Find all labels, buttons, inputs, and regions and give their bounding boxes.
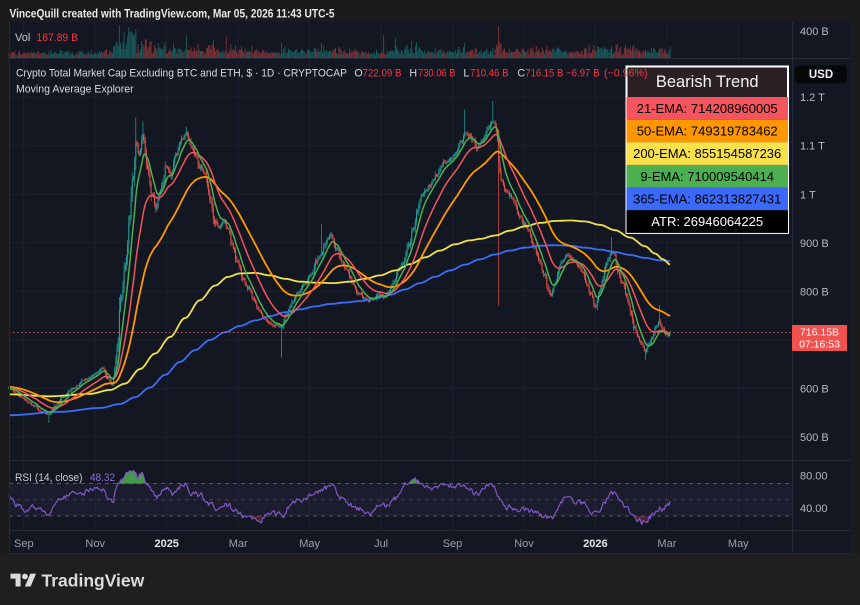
svg-text:ATR: 26946064225: ATR: 26946064225 <box>651 214 763 229</box>
svg-text:Jul: Jul <box>374 538 388 550</box>
svg-text:May: May <box>728 538 749 550</box>
svg-text:200-EMA: 855154587236: 200-EMA: 855154587236 <box>633 146 781 161</box>
svg-text:600 B: 600 B <box>800 384 829 396</box>
svg-text:USD: USD <box>809 69 833 81</box>
svg-text:Moving Average Explorer: Moving Average Explorer <box>16 84 134 96</box>
svg-text:1.1 T: 1.1 T <box>800 141 825 153</box>
svg-text:9-EMA: 710009540414: 9-EMA: 710009540414 <box>640 169 774 184</box>
svg-text:07:16:53: 07:16:53 <box>799 339 840 351</box>
svg-text:Nov: Nov <box>514 538 534 550</box>
svg-text:21-EMA: 714208960005: 21-EMA: 714208960005 <box>637 101 778 116</box>
svg-text:Sep: Sep <box>14 538 34 550</box>
svg-text:365-EMA: 862313827431: 365-EMA: 862313827431 <box>633 191 781 206</box>
svg-text:Bearish Trend: Bearish Trend <box>656 73 759 91</box>
svg-text:50-EMA: 749319783462: 50-EMA: 749319783462 <box>637 124 778 139</box>
svg-text:TradingView: TradingView <box>42 571 145 591</box>
svg-text:40.00: 40.00 <box>800 503 828 515</box>
svg-text:May: May <box>299 538 320 550</box>
svg-text:Mar: Mar <box>229 538 248 550</box>
svg-text:1 T: 1 T <box>800 189 816 201</box>
svg-text:1.2 T: 1.2 T <box>800 92 825 104</box>
svg-text:Crypto Total Market Cap Exclud: Crypto Total Market Cap Excluding BTC an… <box>16 68 648 80</box>
svg-text:2026: 2026 <box>583 538 607 550</box>
svg-text:VinceQuill created with Tradin: VinceQuill created with TradingView.com,… <box>10 7 335 21</box>
svg-text:80.00: 80.00 <box>800 470 828 482</box>
svg-text:Mar: Mar <box>657 538 676 550</box>
svg-text:500 B: 500 B <box>800 432 829 444</box>
svg-text:RSI (14, close)48.32: RSI (14, close) 48.32 <box>15 472 115 484</box>
svg-text:800 B: 800 B <box>800 286 829 298</box>
svg-text:2025: 2025 <box>154 538 178 550</box>
svg-text:Sep: Sep <box>443 538 463 550</box>
svg-text:900 B: 900 B <box>800 238 829 250</box>
svg-text:400 B: 400 B <box>800 26 829 38</box>
svg-text:Nov: Nov <box>85 538 105 550</box>
svg-text:716.15B: 716.15B <box>800 327 839 339</box>
